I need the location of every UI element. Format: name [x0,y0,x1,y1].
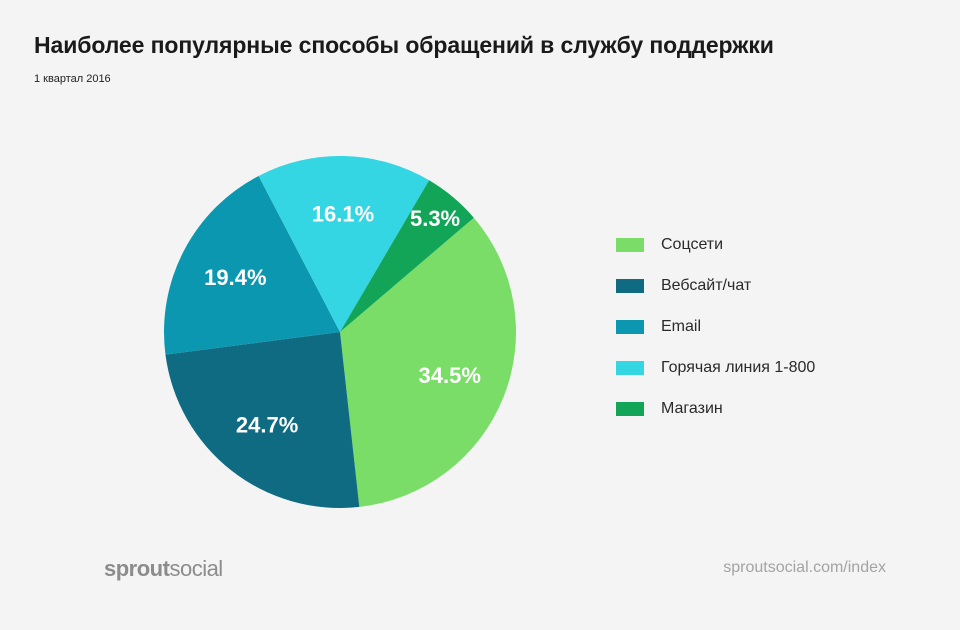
legend-swatch-socials [616,238,644,252]
pie-slice-hotline [258,156,430,332]
slice-label-email: 19.4% [204,265,266,290]
footer-url: sproutsocial.com/index [723,559,886,576]
chart-title: Наиболее популярные способы обращений в … [34,32,774,58]
chart-legend: Соцсети Вебсайт/чат Email Горячая линия … [616,234,815,439]
slice-label-hotline: 16.1% [312,202,374,227]
legend-label-website-chat: Вебсайт/чат [661,277,752,294]
slice-label-socials: 34.5% [419,363,481,388]
pie-slice-store [340,180,474,332]
slice-label-website-chat: 24.7% [236,412,298,437]
legend-item-website-chat: Вебсайт/чат [616,275,815,297]
pie-slice-socials [340,217,516,507]
legend-label-socials: Соцсети [661,236,724,253]
legend-item-hotline: Горячая линия 1-800 [616,357,815,379]
legend-label-store: Магазин [661,400,723,417]
legend-item-email: Email [616,316,815,338]
pie-slice-website-chat [165,332,360,508]
chart-subtitle: 1 квартал 2016 [34,73,111,85]
logo-text-sprout: sprout [104,556,170,581]
sprout-social-logo: sproutsocial [104,556,223,582]
legend-label-email: Email [661,318,702,335]
slice-label-store: 5.3% [410,206,460,231]
legend-swatch-website-chat [616,279,644,293]
legend-swatch-hotline [616,361,644,375]
legend-swatch-store [616,402,644,416]
logo-text-social: social [169,556,223,581]
legend-item-store: Магазин [616,398,815,420]
legend-swatch-email [616,320,644,334]
pie-slice-email [164,175,340,355]
legend-item-socials: Соцсети [616,234,815,256]
pie-chart: 34.5% 24.7% 19.4% 16.1% 5.3% [164,156,516,508]
legend-label-hotline: Горячая линия 1-800 [661,359,816,376]
